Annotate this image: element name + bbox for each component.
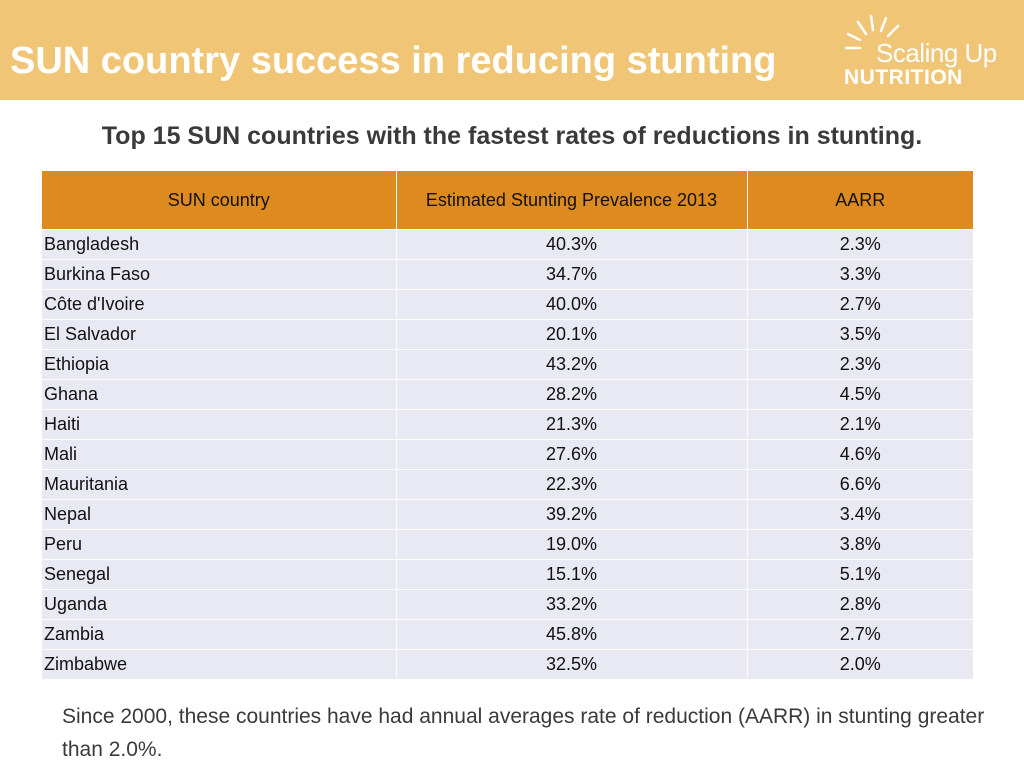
prevalence-cell: 28.2% — [396, 379, 748, 410]
prevalence-cell: 45.8% — [396, 619, 748, 650]
table-row: Haiti 21.3% 2.1% — [42, 409, 973, 440]
country-cell: Senegal — [42, 559, 397, 590]
logo-text-nutrition: NUTRITION — [844, 66, 963, 89]
table-row: Zimbabwe 32.5% 2.0% — [42, 649, 973, 679]
country-cell: Ethiopia — [42, 349, 397, 380]
aarr-cell: 5.1% — [747, 559, 973, 590]
table-header-row: SUN country Estimated Stunting Prevalenc… — [42, 171, 973, 230]
country-cell: Mali — [42, 439, 397, 470]
table-row: Mauritania 22.3% 6.6% — [42, 469, 973, 500]
prevalence-cell: 34.7% — [396, 259, 748, 290]
aarr-cell: 6.6% — [747, 469, 973, 500]
table-row: Zambia 45.8% 2.7% — [42, 619, 973, 650]
table-body: Bangladesh 40.3% 2.3% Burkina Faso 34.7% 3.3%… — [42, 229, 973, 679]
aarr-cell: 2.3% — [747, 229, 973, 260]
table-row: Côte d'Ivoire 40.0% 2.7% — [42, 289, 973, 320]
prevalence-cell: 40.3% — [396, 229, 748, 260]
aarr-cell: 2.3% — [747, 349, 973, 380]
column-header-aarr: AARR — [747, 171, 973, 230]
subtitle: Top 15 SUN countries with the fastest ra… — [101, 122, 923, 150]
table-row: Ethiopia 43.2% 2.3% — [42, 349, 973, 380]
prevalence-cell: 15.1% — [396, 559, 748, 590]
prevalence-cell: 22.3% — [396, 469, 748, 500]
country-cell: Peru — [42, 529, 397, 560]
aarr-cell: 2.8% — [747, 589, 973, 620]
country-cell: Burkina Faso — [42, 259, 397, 290]
country-cell: Zimbabwe — [42, 649, 397, 679]
prevalence-cell: 40.0% — [396, 289, 748, 320]
table-row: Peru 19.0% 3.8% — [42, 529, 973, 560]
aarr-cell: 2.0% — [747, 649, 973, 679]
country-cell: Côte d'Ivoire — [42, 289, 397, 320]
aarr-cell: 4.5% — [747, 379, 973, 410]
country-cell: Mauritania — [42, 469, 397, 500]
country-cell: El Salvador — [42, 319, 397, 350]
prevalence-cell: 27.6% — [396, 439, 748, 470]
prevalence-cell: 20.1% — [396, 319, 748, 350]
country-cell: Zambia — [42, 619, 397, 650]
table-row: El Salvador 20.1% 3.5% — [42, 319, 973, 350]
aarr-cell: 2.7% — [747, 289, 973, 320]
table-row: Bangladesh 40.3% 2.3% — [42, 229, 973, 260]
column-header-country: SUN country — [42, 171, 397, 230]
sun-rays-icon — [844, 14, 900, 50]
table-row: Nepal 39.2% 3.4% — [42, 499, 973, 530]
aarr-cell: 4.6% — [747, 439, 973, 470]
country-cell: Haiti — [42, 409, 397, 440]
aarr-cell: 2.1% — [747, 409, 973, 440]
logo-text-scaling-up: Scaling Up — [876, 38, 997, 68]
table-row: Uganda 33.2% 2.8% — [42, 589, 973, 620]
table-row: Burkina Faso 34.7% 3.3% — [42, 259, 973, 290]
table-row: Mali 27.6% 4.6% — [42, 439, 973, 470]
header-band — [0, 0, 1024, 100]
footnote: Since 2000, these countries have had ann… — [62, 705, 985, 761]
prevalence-cell: 19.0% — [396, 529, 748, 560]
scaling-up-nutrition-logo: Scaling Up NUTRITION — [840, 12, 1020, 92]
country-cell: Uganda — [42, 589, 397, 620]
prevalence-cell: 39.2% — [396, 499, 748, 530]
column-header-prevalence: Estimated Stunting Prevalence 2013 — [396, 171, 748, 230]
aarr-cell: 3.4% — [747, 499, 973, 530]
stunting-table: SUN country Estimated Stunting Prevalenc… — [42, 171, 973, 679]
table-row: Ghana 28.2% 4.5% — [42, 379, 973, 410]
country-cell: Ghana — [42, 379, 397, 410]
aarr-cell: 3.3% — [747, 259, 973, 290]
country-cell: Bangladesh — [42, 229, 397, 260]
prevalence-cell: 21.3% — [396, 409, 748, 440]
prevalence-cell: 33.2% — [396, 589, 748, 620]
aarr-cell: 2.7% — [747, 619, 973, 650]
prevalence-cell: 32.5% — [396, 649, 748, 679]
country-cell: Nepal — [42, 499, 397, 530]
page-title: SUN country success in reducing stunting — [10, 40, 777, 82]
table-row: Senegal 15.1% 5.1% — [42, 559, 973, 590]
aarr-cell: 3.8% — [747, 529, 973, 560]
aarr-cell: 3.5% — [747, 319, 973, 350]
prevalence-cell: 43.2% — [396, 349, 748, 380]
